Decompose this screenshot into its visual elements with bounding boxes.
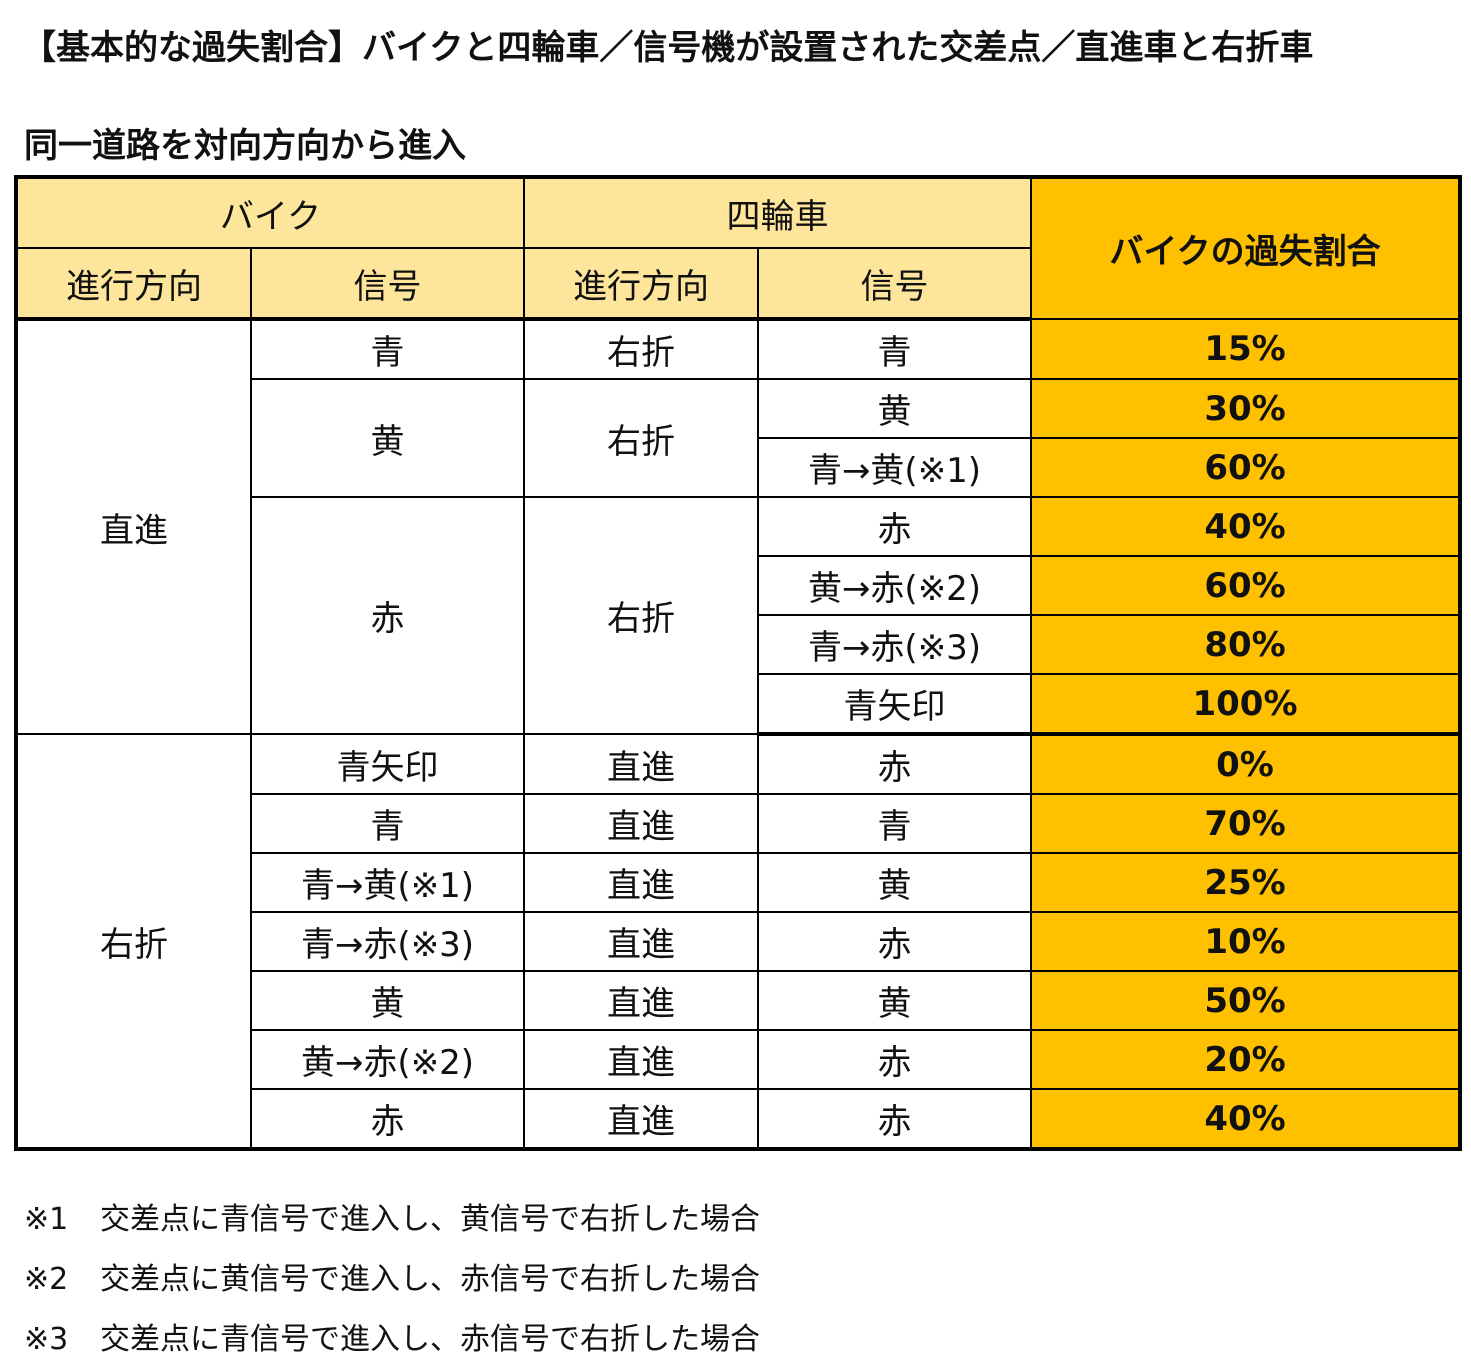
- fault-ratio-cell: 40%: [1030, 1088, 1462, 1150]
- car-direction-cell: 直進: [523, 970, 760, 1031]
- car-signal-cell: 黄→赤(※2): [757, 555, 1033, 616]
- header-bike-direction: 進行方向: [15, 247, 252, 321]
- table-row: 青→黄(※1) 60%: [16, 437, 1462, 498]
- table-row: 青 直進 青 70%: [16, 793, 1462, 854]
- fault-ratio-cell: 20%: [1030, 1029, 1462, 1090]
- car-direction-cell: 直進: [523, 793, 760, 854]
- header-car-direction: 進行方向: [523, 247, 760, 321]
- table-row: 赤 右折 赤 40%: [16, 496, 1462, 735]
- bike-signal-cell: 赤: [249, 1088, 526, 1150]
- table-row: 黄→赤(※2) 直進 赤 20%: [16, 1029, 1462, 1090]
- fault-ratio-cell: 70%: [1030, 793, 1462, 854]
- header-car-signal: 信号: [757, 247, 1033, 321]
- car-signal-cell: 青矢印: [757, 673, 1033, 736]
- table-row: 黄 直進 黄 50%: [16, 970, 1462, 1031]
- fault-ratio-cell: 15%: [1030, 318, 1462, 380]
- bike-signal-cell: 青: [249, 793, 526, 854]
- car-direction-cell: 直進: [523, 852, 760, 913]
- footnote-3: ※3 交差点に青信号で進入し、赤信号で右折した場合: [24, 1310, 1424, 1370]
- bike-signal-cell: 青→黄(※1): [249, 852, 526, 913]
- table-row: 右折 青矢印 直進 赤 0%: [15, 733, 1462, 1150]
- fault-ratio-cell: 50%: [1030, 970, 1462, 1031]
- bike-signal-cell: 黄: [249, 378, 526, 498]
- section-subtitle: 同一道路を対向方向から進入: [24, 126, 466, 166]
- car-signal-cell: 赤: [757, 1029, 1033, 1090]
- car-signal-cell: 黄: [757, 852, 1033, 913]
- header-bike: バイク: [14, 176, 526, 249]
- fault-ratio-cell: 0%: [1030, 733, 1462, 795]
- car-signal-cell: 青→赤(※3): [757, 614, 1033, 675]
- fault-ratio-table: バイク 四輪車 バイクの過失割合 進行方向 信号 進行方向 信号 直進 青 右折…: [14, 175, 1463, 1151]
- header-fault-ratio: バイクの過失割合: [1030, 176, 1462, 320]
- footnote-2: ※2 交差点に黄信号で進入し、赤信号で右折した場合: [24, 1250, 1424, 1310]
- car-signal-cell: 赤: [757, 911, 1033, 972]
- table-row: 青矢印 100%: [16, 673, 1462, 736]
- fault-ratio-cell: 10%: [1030, 911, 1462, 972]
- footnote-text: 交差点に黄信号で進入し、赤信号で右折した場合: [100, 1262, 760, 1297]
- table-row: 直進 青 右折 青 15%: [15, 318, 1462, 735]
- table-row: 青→赤(※3) 直進 赤 10%: [16, 911, 1462, 972]
- page-title: 【基本的な過失割合】バイクと四輪車／信号機が設置された交差点／直進車と右折車: [22, 28, 1314, 68]
- footnote-1: ※1 交差点に青信号で進入し、黄信号で右折した場合: [24, 1190, 1424, 1250]
- fault-ratio-cell: 100%: [1030, 673, 1462, 736]
- car-direction-cell: 直進: [523, 1029, 760, 1090]
- group-label-right-turn: 右折: [15, 733, 252, 1150]
- footnotes: ※1 交差点に青信号で進入し、黄信号で右折した場合 ※2 交差点に黄信号で進入し、赤…: [24, 1190, 1424, 1370]
- car-direction-cell: 右折: [523, 318, 760, 380]
- car-signal-cell: 青: [757, 318, 1033, 380]
- fault-ratio-cell: 80%: [1030, 614, 1462, 675]
- bike-signal-cell: 青→赤(※3): [249, 911, 526, 972]
- footnote-mark: ※1: [24, 1202, 69, 1237]
- car-signal-cell: 赤: [757, 496, 1033, 557]
- footnote-text: 交差点に青信号で進入し、黄信号で右折した場合: [100, 1202, 760, 1237]
- car-signal-cell: 黄: [757, 970, 1033, 1031]
- fault-ratio-cell: 60%: [1030, 437, 1462, 498]
- bike-signal-cell: 青: [249, 318, 526, 380]
- fault-ratio-cell: 40%: [1030, 496, 1462, 557]
- car-signal-cell: 黄: [757, 378, 1033, 439]
- car-direction-cell: 直進: [523, 1088, 760, 1150]
- table-row: 赤 直進 赤 40%: [16, 1088, 1462, 1150]
- table-row: 青→黄(※1) 直進 黄 25%: [16, 852, 1462, 913]
- bike-signal-cell: 青矢印: [249, 733, 526, 795]
- footnote-mark: ※3: [24, 1322, 69, 1357]
- car-signal-cell: 青: [757, 793, 1033, 854]
- car-direction-cell: 右折: [523, 378, 760, 498]
- footnote-mark: ※2: [24, 1262, 69, 1297]
- fault-ratio-cell: 30%: [1030, 378, 1462, 439]
- car-signal-cell: 赤: [757, 1088, 1033, 1150]
- fault-ratio-cell: 60%: [1030, 555, 1462, 616]
- footnote-text: 交差点に青信号で進入し、赤信号で右折した場合: [100, 1322, 760, 1357]
- table-row: 青→赤(※3) 80%: [16, 614, 1462, 675]
- fault-ratio-cell: 25%: [1030, 852, 1462, 913]
- bike-signal-cell: 黄: [249, 970, 526, 1031]
- table-row: 黄 右折 黄 30%: [16, 378, 1462, 498]
- group-label-straight: 直進: [15, 318, 252, 735]
- car-signal-cell: 赤: [757, 733, 1033, 795]
- car-direction-cell: 直進: [523, 733, 760, 795]
- bike-signal-cell: 黄→赤(※2): [249, 1029, 526, 1090]
- header-car: 四輪車: [523, 176, 1033, 249]
- table-row: 黄→赤(※2) 60%: [16, 555, 1462, 616]
- header-bike-signal: 信号: [249, 247, 526, 321]
- car-signal-cell: 青→黄(※1): [757, 437, 1033, 498]
- car-direction-cell: 直進: [523, 911, 760, 972]
- bike-signal-cell: 赤: [249, 496, 526, 735]
- car-direction-cell: 右折: [523, 496, 760, 735]
